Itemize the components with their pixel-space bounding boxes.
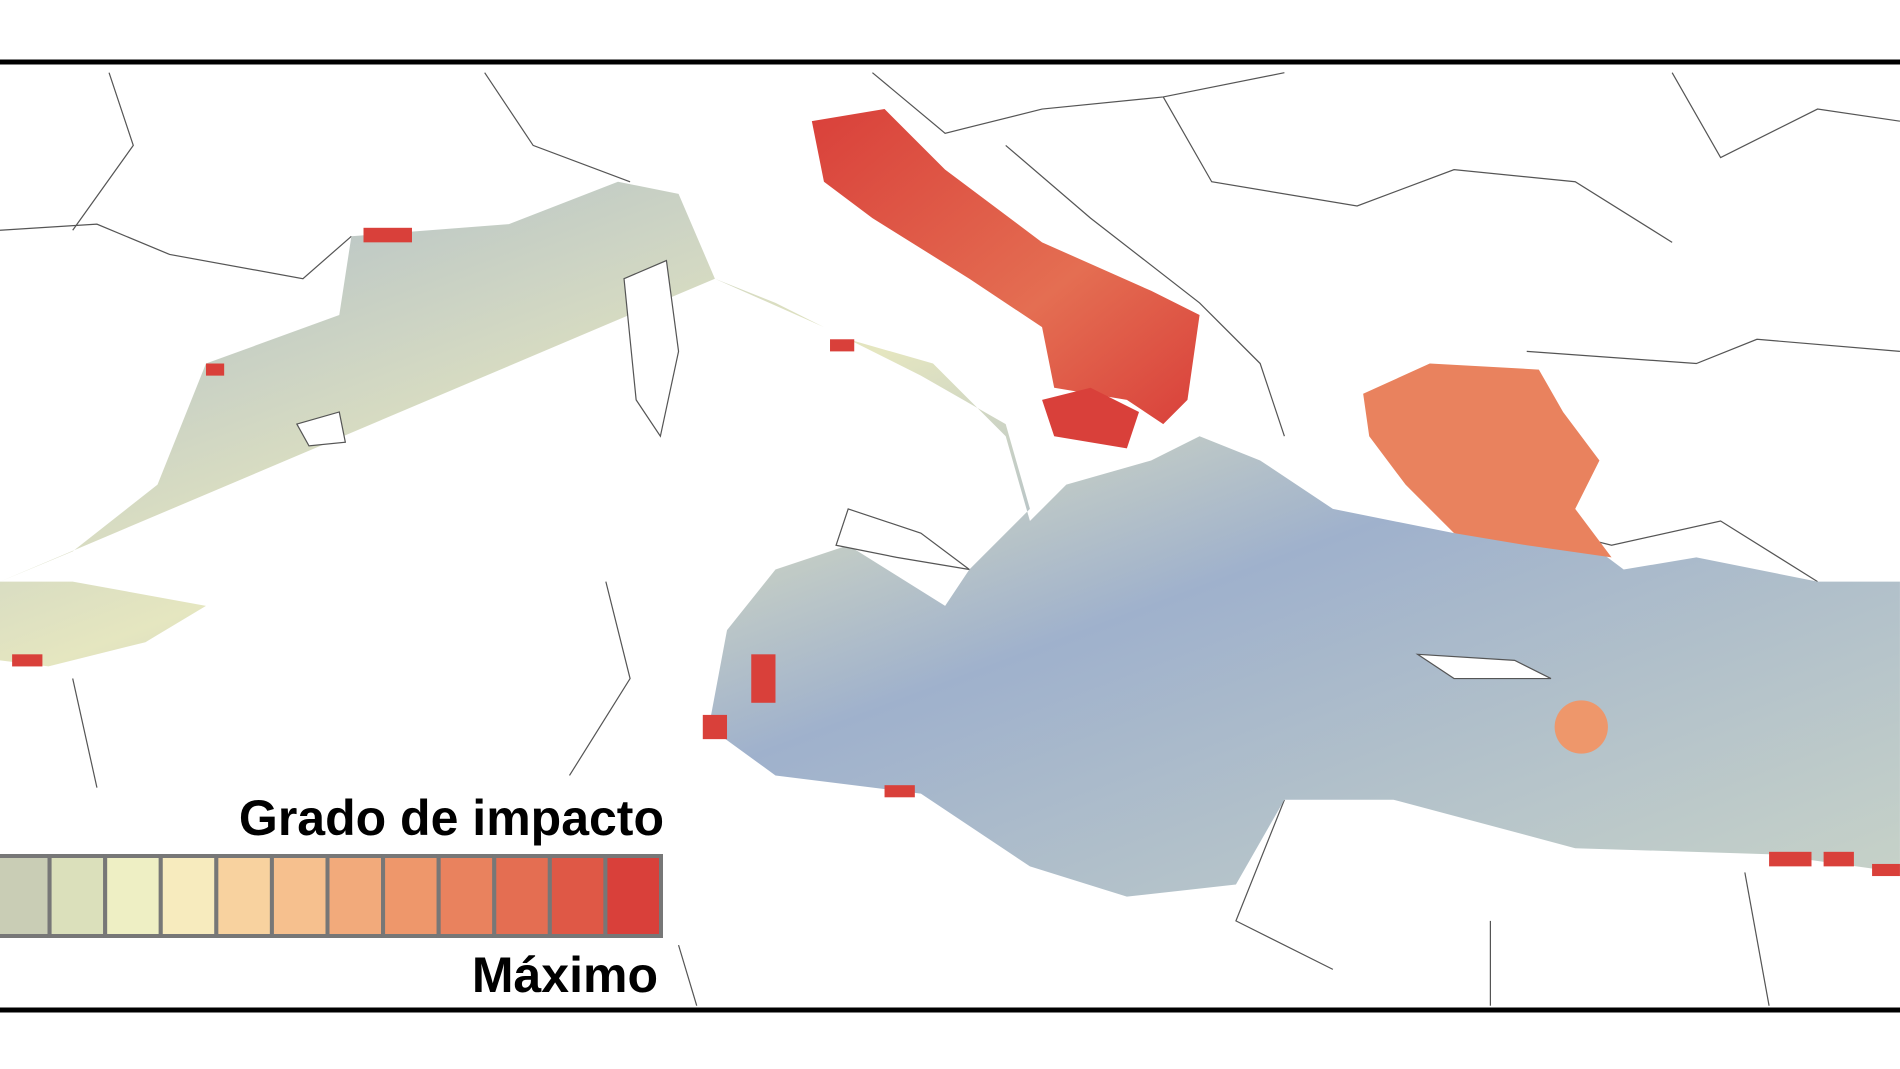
legend-swatch [381,854,441,938]
legend-swatch [103,854,163,938]
impact-area [1554,700,1608,754]
legend-swatch [47,854,108,938]
islands [295,259,1552,680]
legend-swatches [0,854,664,938]
legend-max-label: Máximo [472,947,658,1003]
legend-swatch [214,854,274,938]
legend-swatch [547,854,608,938]
aegean-impact [1363,363,1612,558]
legend-swatch [0,854,52,938]
adriatic-impact [811,109,1200,425]
legend-swatch [158,854,219,938]
impact-area [1042,387,1139,449]
legend-swatch [492,854,552,938]
map-area [0,72,1900,1006]
legend-swatch [325,854,386,938]
coastal-impact [12,227,1900,877]
legend-swatch [269,854,330,938]
legend-swatch [603,854,664,938]
sea [0,181,1900,897]
legend-title: Grado de impacto [239,790,664,846]
legend-swatch [436,854,497,938]
